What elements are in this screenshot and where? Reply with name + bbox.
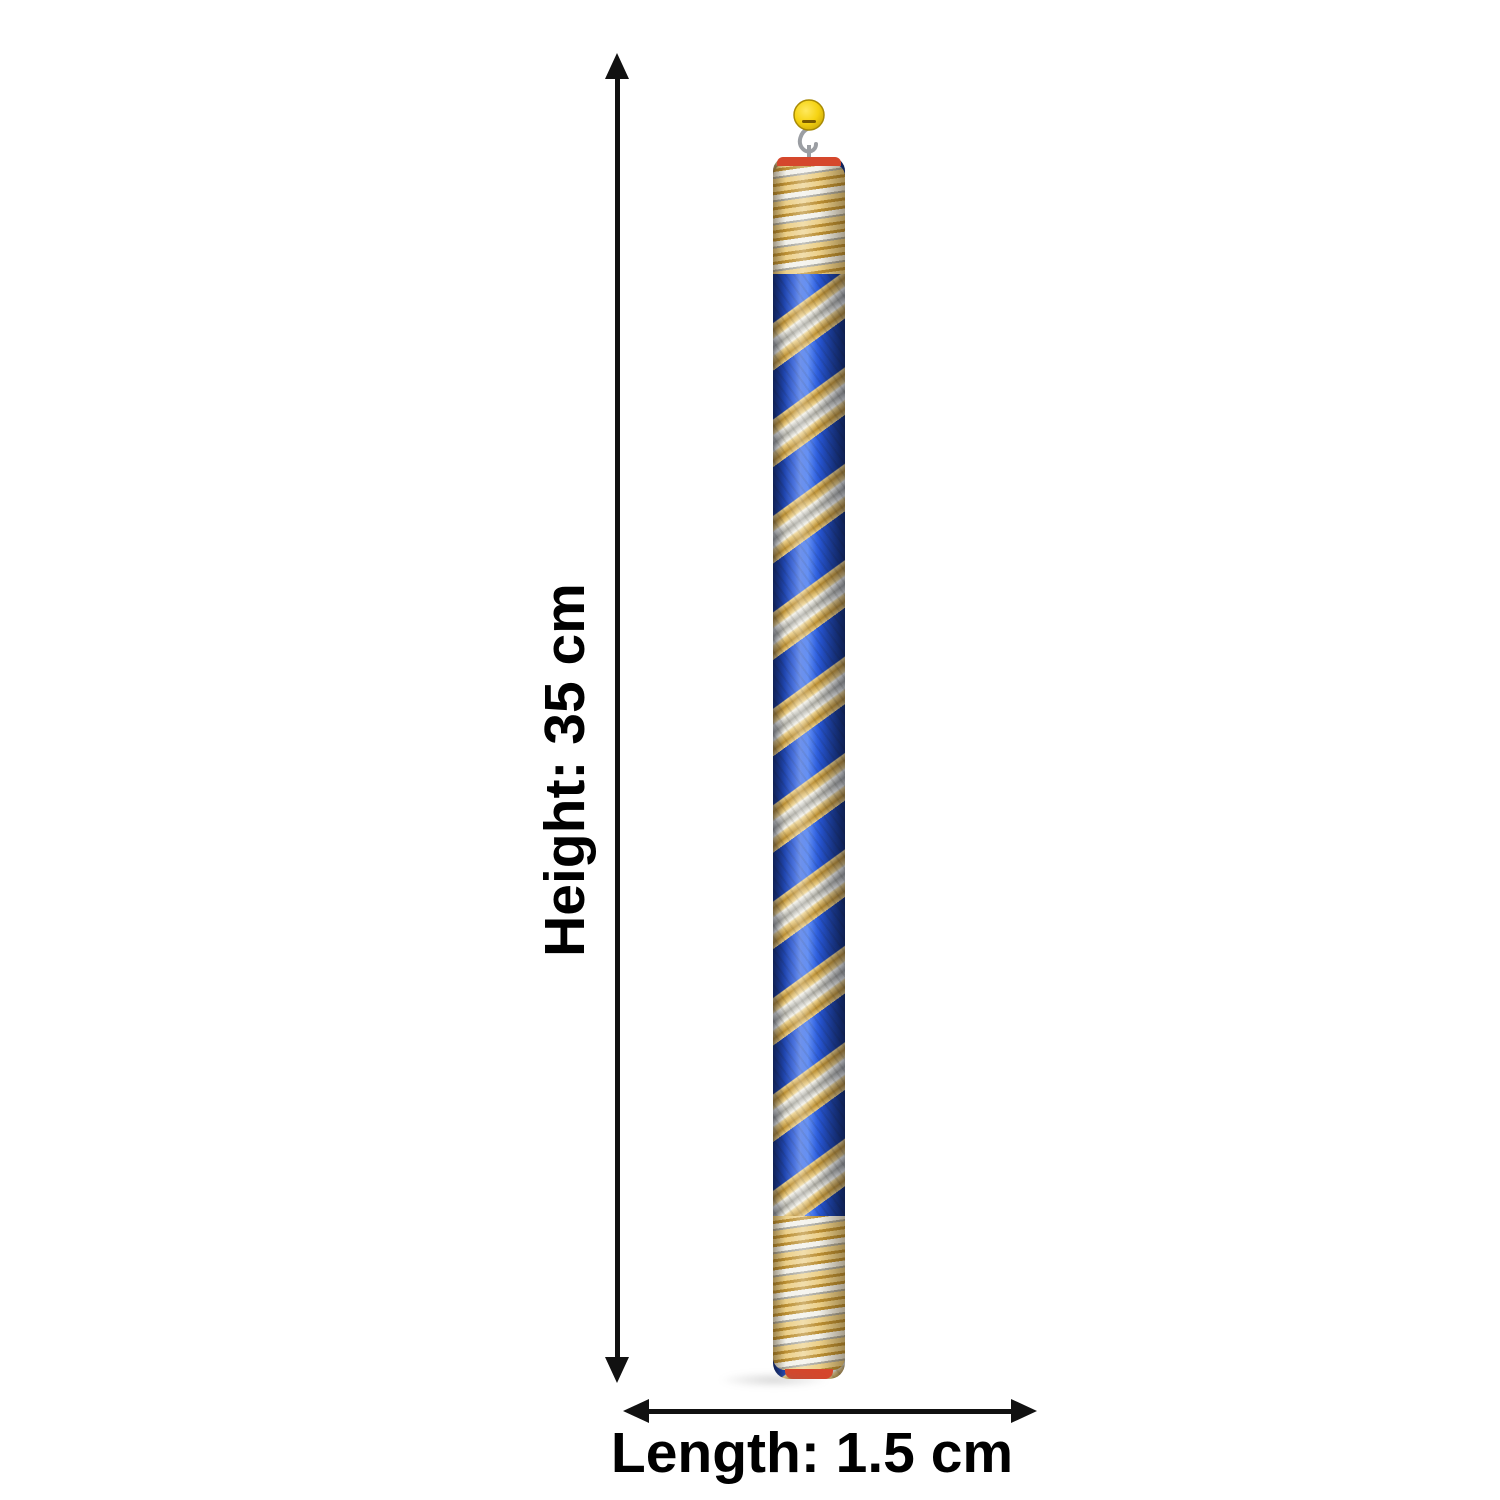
length-label: Length: 1.5 cm: [610, 1421, 1014, 1485]
jingle-bell: [787, 99, 831, 161]
stick-bottom-gold-cap: [773, 1216, 845, 1370]
height-dimension-arrow: [604, 53, 630, 1383]
stick-top-gold-cap: [773, 164, 845, 274]
arrow-down-icon: [605, 1357, 629, 1383]
stick-bottom-red-tip: [785, 1369, 833, 1379]
length-dimension-arrow: [623, 1398, 1037, 1424]
stick-body-spiral-wrap: [773, 157, 845, 1379]
stick-top-red-rim: [777, 157, 841, 166]
jingle-bell-icon: [793, 99, 825, 159]
bell-slot: [802, 120, 816, 123]
arrow-right-icon: [1011, 1399, 1037, 1423]
height-arrow-line: [615, 73, 620, 1363]
height-label: Height: 35 cm: [533, 583, 597, 957]
stick-base-shadow: [718, 1372, 830, 1388]
bell-hook-icon: [797, 126, 818, 154]
length-arrow-line: [643, 1409, 1017, 1414]
dandiya-stick: [773, 99, 845, 1379]
bell-bead: [793, 99, 825, 131]
